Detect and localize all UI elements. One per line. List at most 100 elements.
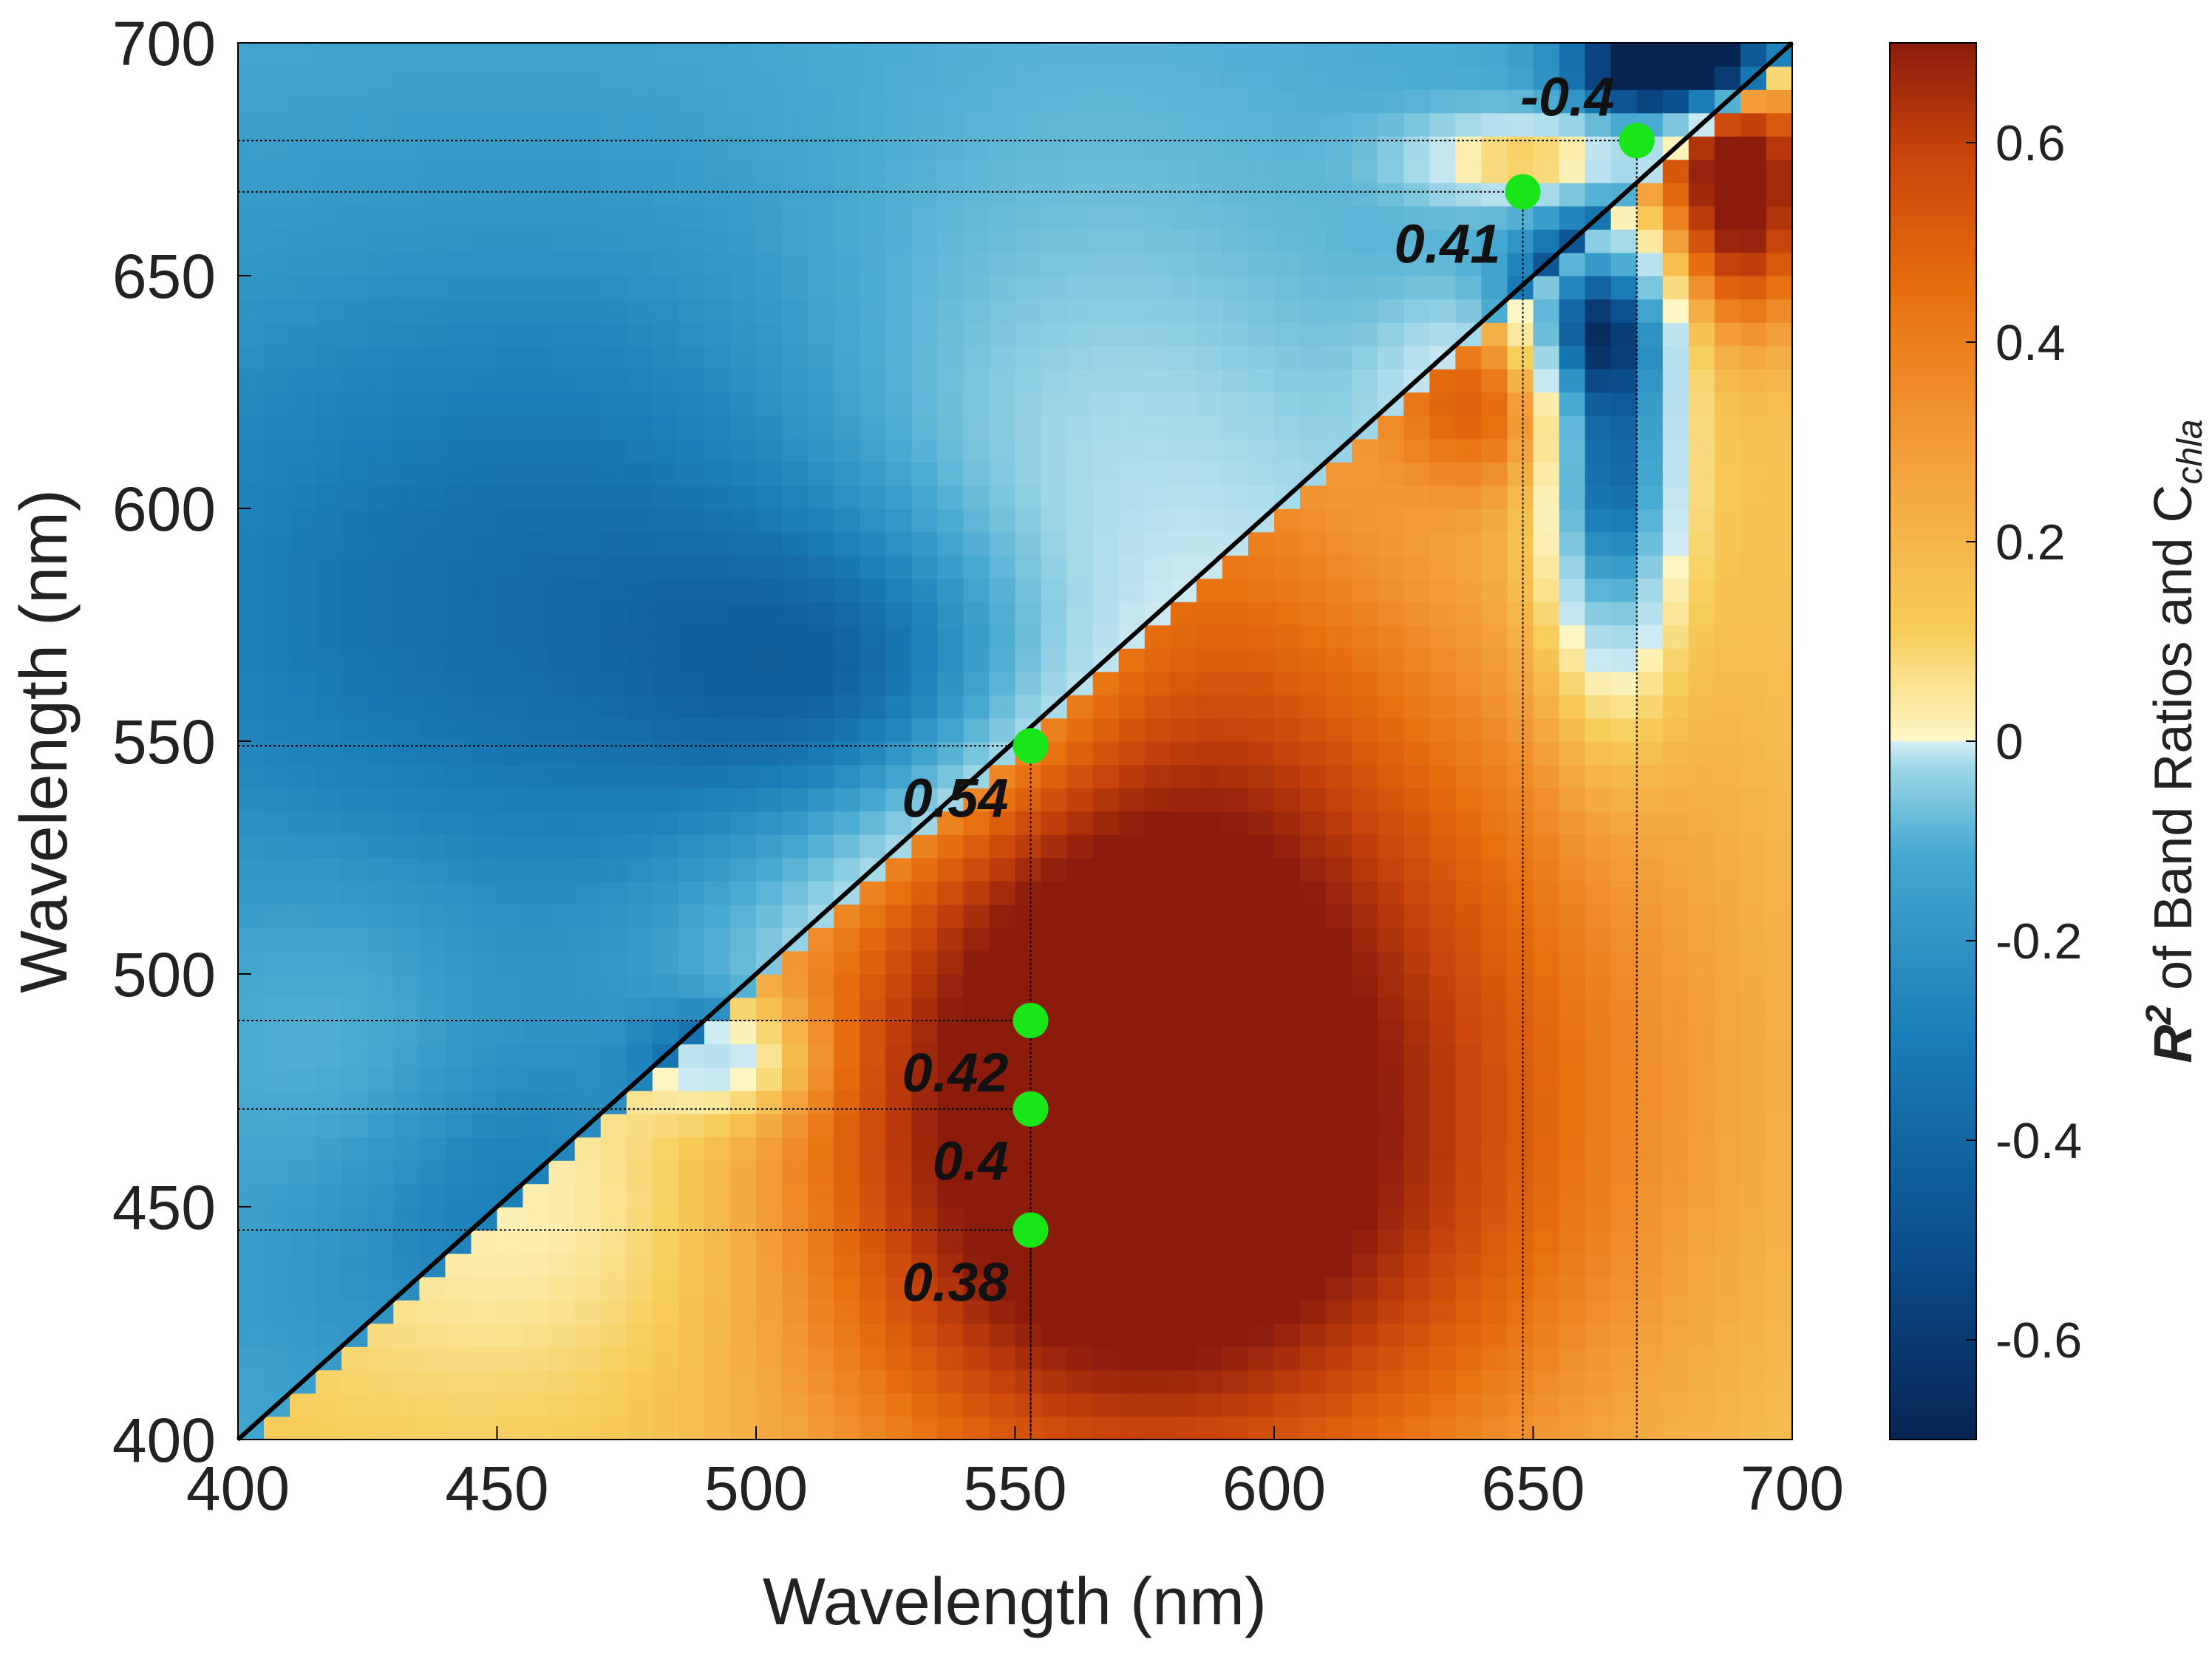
heatmap-cell (419, 1323, 446, 1347)
heatmap-cell (1403, 764, 1431, 788)
heatmap-cell (1559, 578, 1586, 602)
heatmap-cell (1326, 1369, 1352, 1394)
x-tick-label: 650 (1481, 1454, 1585, 1523)
heatmap-cell (574, 136, 602, 160)
heatmap-cell (316, 1207, 342, 1231)
heatmap-cell (782, 1160, 809, 1185)
heatmap-cell (1041, 857, 1068, 882)
heatmap-cell (626, 1160, 653, 1185)
heatmap-cell (782, 112, 809, 137)
heatmap-cell (471, 299, 498, 323)
heatmap-cell (1403, 811, 1431, 835)
heatmap-cell (1559, 648, 1586, 672)
heatmap-cell (1766, 950, 1792, 975)
heatmap-cell (600, 881, 627, 905)
heatmap-cell (1662, 89, 1689, 114)
heatmap-cell (756, 1114, 783, 1138)
heatmap-cell (1170, 718, 1197, 742)
heatmap-cell (860, 531, 886, 556)
heatmap-cell (1222, 881, 1249, 905)
heatmap-cell (1766, 1253, 1792, 1278)
heatmap-cell (782, 159, 809, 183)
x-tick-label: 450 (445, 1454, 548, 1523)
heatmap-cell (1326, 1114, 1352, 1138)
heatmap-cell (1610, 415, 1638, 440)
heatmap-cell (1326, 718, 1352, 742)
heatmap-cell (1481, 718, 1508, 742)
heatmap-cell (1688, 811, 1715, 835)
heatmap-cell (548, 1253, 576, 1278)
heatmap-cell (1429, 1369, 1457, 1394)
heatmap-cell (548, 997, 576, 1021)
heatmap-cell (989, 159, 1016, 183)
heatmap-cell (1066, 392, 1094, 416)
heatmap-cell (471, 1369, 498, 1394)
heatmap-cell (1015, 1346, 1042, 1371)
heatmap-cell (445, 252, 472, 276)
heatmap-cell (678, 602, 705, 626)
heatmap-cell (1507, 1043, 1534, 1068)
heatmap-cell (1248, 857, 1275, 882)
heatmap-cell (704, 392, 731, 416)
heatmap-cell (937, 183, 964, 207)
highlight-marker (1013, 1091, 1049, 1127)
heatmap-cell (1507, 485, 1534, 509)
heatmap-cell (1300, 1137, 1327, 1161)
heatmap-cell (860, 369, 886, 393)
heatmap-cell (393, 1114, 421, 1138)
heatmap-cell (1455, 1043, 1483, 1068)
heatmap-cell (911, 252, 939, 276)
heatmap-cell (1041, 1323, 1068, 1347)
heatmap-cell (600, 1114, 627, 1138)
heatmap-cell (989, 974, 1016, 998)
heatmap-cell (1533, 462, 1560, 486)
heatmap-cell (1248, 438, 1275, 463)
heatmap-cell (756, 602, 783, 626)
heatmap-cell (1092, 764, 1120, 788)
heatmap-cell (1144, 392, 1171, 416)
heatmap-cell (860, 881, 886, 905)
heatmap-cell (1144, 43, 1171, 67)
heatmap-cell (963, 1137, 990, 1161)
heatmap-cell (963, 555, 990, 579)
heatmap-cell (989, 1276, 1016, 1301)
heatmap-cell (1274, 369, 1301, 393)
heatmap-cell (367, 718, 395, 742)
heatmap-cell (1636, 1067, 1664, 1091)
heatmap-cell (600, 555, 627, 579)
heatmap-cell (1455, 904, 1483, 928)
highlight-marker (1619, 123, 1655, 159)
heatmap-cell (729, 1160, 757, 1185)
heatmap-cell (782, 648, 809, 672)
heatmap-cell (885, 857, 913, 882)
heatmap-cell (1300, 1323, 1327, 1347)
heatmap-cell (1196, 1183, 1223, 1207)
heatmap-cell (678, 1416, 705, 1440)
heatmap-cell (1455, 462, 1483, 486)
heatmap-cell (1714, 695, 1741, 719)
heatmap-cell (367, 1021, 395, 1045)
heatmap-cell (600, 112, 627, 137)
heatmap-cell (445, 1300, 472, 1324)
heatmap-cell (678, 43, 705, 67)
heatmap-cell (1714, 1043, 1741, 1068)
heatmap-cell (1300, 1393, 1327, 1417)
heatmap-cell (316, 415, 342, 440)
heatmap-cell (885, 1230, 913, 1254)
heatmap-cell (1378, 1021, 1405, 1045)
heatmap-cell (808, 648, 834, 672)
heatmap-cell (1636, 1416, 1664, 1440)
heatmap-cell (1662, 415, 1689, 440)
heatmap-cell (626, 508, 653, 533)
heatmap-cell (782, 299, 809, 323)
heatmap-cell (1222, 1207, 1249, 1231)
heatmap-cell (1274, 112, 1301, 137)
heatmap-cell (574, 671, 602, 695)
heatmap-cell (1533, 811, 1560, 835)
heatmap-cell (808, 252, 834, 276)
heatmap-cell (264, 1207, 290, 1231)
heatmap-cell (1688, 1090, 1715, 1114)
heatmap-cell (1429, 276, 1457, 300)
heatmap-cell (1403, 89, 1431, 114)
heatmap-cell (1740, 229, 1767, 253)
